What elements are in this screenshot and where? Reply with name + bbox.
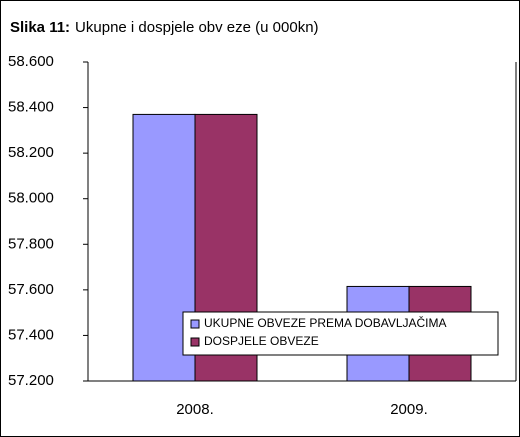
- y-tick-label: 57.200: [8, 372, 54, 389]
- title-text: Ukupne i dospjele obv eze (u 000kn): [75, 19, 319, 36]
- legend-box: [182, 311, 499, 356]
- legend-label: DOSPJELE OBVEZE: [204, 334, 319, 348]
- y-tick-label: 57.400: [8, 326, 54, 343]
- legend-swatch: [190, 337, 200, 347]
- y-tick-label: 58.600: [8, 53, 54, 70]
- chart-title: Slika 11: Ukupne i dospjele obv eze (u 00…: [10, 19, 319, 36]
- y-tick-label: 58.400: [8, 99, 54, 116]
- y-tick-label: 57.600: [8, 281, 54, 298]
- x-tick-label: 2008.: [176, 401, 214, 418]
- y-tick-label: 58.200: [8, 144, 54, 161]
- legend-swatch: [190, 319, 200, 329]
- y-tick-label: 57.800: [8, 235, 54, 252]
- legend-label: UKUPNE OBVEZE PREMA DOBAVLJAČIMA: [204, 315, 447, 330]
- y-tick-label: 58.000: [8, 190, 54, 207]
- x-tick-label: 2009.: [390, 401, 428, 418]
- title-label: Slika 11:: [10, 19, 70, 36]
